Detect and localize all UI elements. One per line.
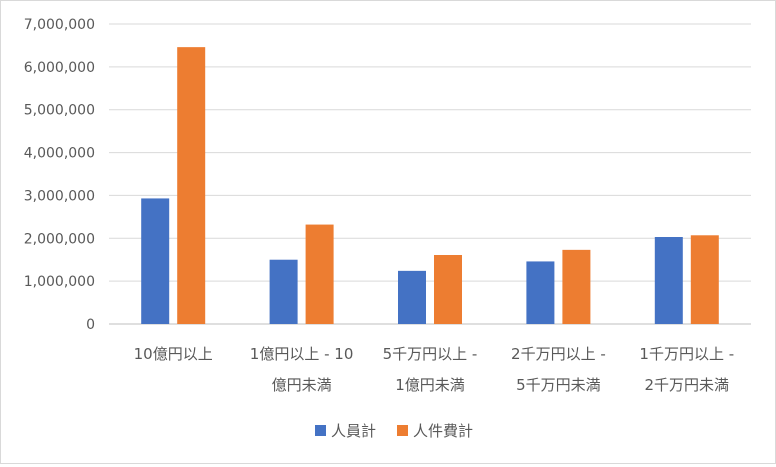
legend-label: 人件費計 [413,422,473,440]
bars [141,47,719,325]
legend-swatch [315,425,326,436]
y-tick-label: 2,000,000 [24,231,95,247]
x-tick-label: 1億円以上 - 10 億円未満 [250,345,354,394]
gridlines [109,23,751,325]
legend-item: 人員計 [315,422,376,440]
y-axis: 0 1,000,000 2,000,000 3,000,000 4,000,000 5,0… [24,17,95,333]
legend: 人員計 人件費計 [315,422,473,440]
bar-personnel-cost [690,235,719,324]
legend-label: 人員計 [331,422,376,440]
y-tick-label: 7,000,000 [24,17,95,33]
x-tick-label: 1千万円以上 -2千万円未満 [639,345,734,394]
bar-personnel-cost [562,249,591,324]
bar-personnel-cost [434,255,462,324]
bar-headcount [526,261,555,324]
bar-headcount [269,259,298,324]
bar-personnel-cost [177,47,206,325]
legend-item: 人件費計 [397,422,473,440]
y-tick-label: 3,000,000 [24,188,95,204]
legend-swatch [397,425,408,436]
x-axis: 10億円以上 1億円以上 - 10 億円未満 5千万円以上 -1億円未満 2千万円以上 … [134,345,735,394]
y-tick-label: 0 [86,317,95,333]
bar-headcount [654,237,683,324]
y-tick-label: 4,000,000 [24,146,95,162]
y-tick-label: 5,000,000 [24,103,95,119]
x-tick-label: 5千万円以上 -1億円未満 [383,345,478,394]
x-tick-label: 2千万円以上 -5千万円未満 [511,345,606,394]
x-tick-label: 10億円以上 [134,345,213,363]
bar-personnel-cost [305,224,334,324]
y-tick-label: 6,000,000 [24,60,95,76]
y-tick-label: 1,000,000 [24,274,95,290]
bar-headcount [141,198,170,324]
bar-headcount [398,270,426,324]
